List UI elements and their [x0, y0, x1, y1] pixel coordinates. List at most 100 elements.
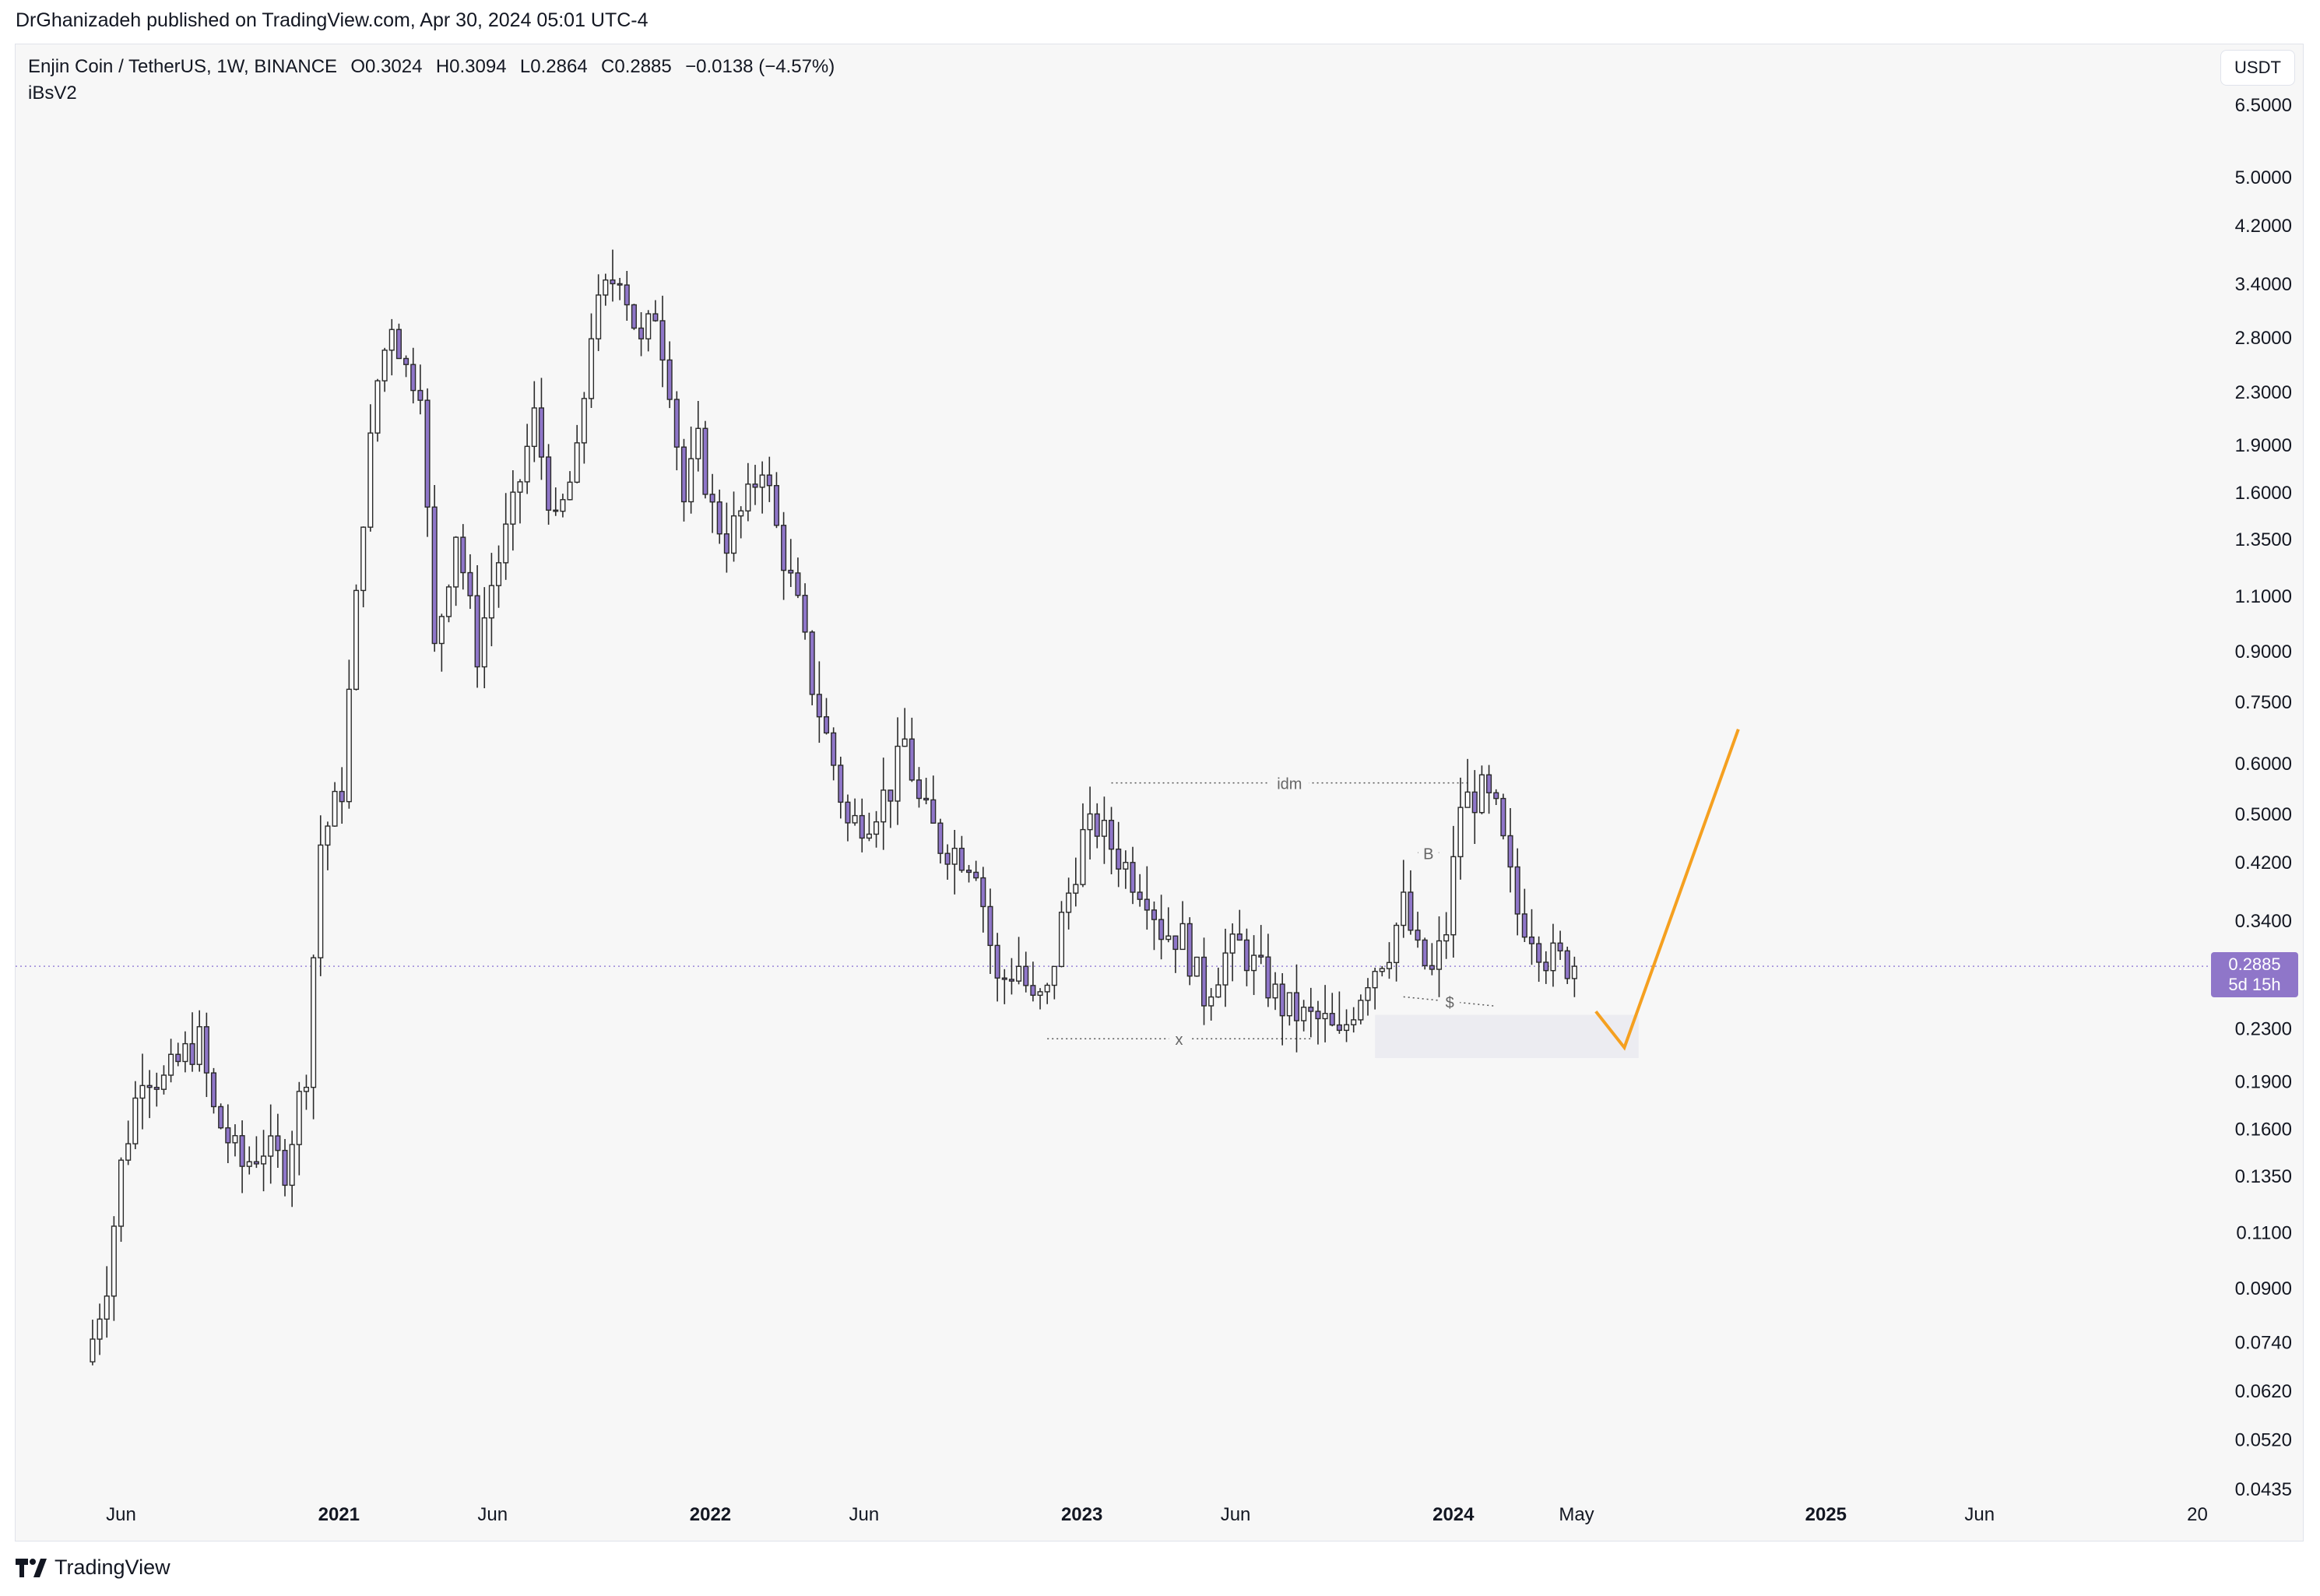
- candle: [1279, 973, 1285, 1046]
- candle: [210, 1067, 217, 1114]
- candle-body: [1016, 965, 1022, 982]
- candle-body: [781, 525, 787, 571]
- candle: [1571, 956, 1577, 997]
- candle-body: [816, 694, 822, 718]
- y-tick-label: 0.3400: [2235, 911, 2292, 932]
- candle-body: [488, 585, 494, 619]
- candle-body: [617, 283, 623, 286]
- candle-body: [1215, 984, 1222, 998]
- candle-body: [1109, 820, 1115, 850]
- candle: [987, 888, 993, 974]
- candle-body: [132, 1097, 139, 1144]
- candle-body: [189, 1042, 195, 1065]
- candle: [560, 494, 566, 518]
- candle: [1443, 912, 1450, 959]
- indicator-name[interactable]: iBsV2: [28, 83, 77, 104]
- candle-body: [246, 1161, 252, 1167]
- candle: [268, 1104, 274, 1184]
- candle: [1528, 909, 1535, 965]
- y-tick-label: 1.3500: [2235, 529, 2292, 550]
- candle-body: [1408, 891, 1414, 931]
- candle-body: [1500, 797, 1506, 837]
- candle-body: [395, 329, 402, 360]
- candle-body: [438, 616, 445, 645]
- candle: [438, 613, 445, 672]
- candle-body: [645, 313, 652, 339]
- candle: [139, 1053, 146, 1130]
- candle-body: [809, 631, 815, 695]
- candle: [795, 557, 801, 599]
- candle: [1080, 803, 1086, 888]
- candle: [1066, 877, 1072, 930]
- currency-button[interactable]: USDT: [2220, 50, 2295, 86]
- candle: [218, 1103, 224, 1130]
- candle: [232, 1124, 238, 1157]
- candle-body: [410, 364, 417, 392]
- candle-body: [666, 359, 673, 400]
- candle-body: [403, 357, 410, 365]
- candle: [253, 1136, 259, 1169]
- candle-body: [1528, 936, 1535, 944]
- candle-body: [104, 1295, 110, 1320]
- candle-body: [225, 1127, 231, 1144]
- candle-body: [1415, 930, 1421, 941]
- candle: [574, 424, 580, 483]
- candle: [1094, 803, 1100, 849]
- candle: [1087, 786, 1093, 860]
- candle-body: [766, 474, 772, 487]
- annotation-label-bg: [1169, 1030, 1190, 1048]
- candle: [1286, 992, 1292, 1026]
- candle-body: [1329, 1013, 1335, 1026]
- candle: [588, 313, 595, 408]
- candle-body: [1272, 983, 1278, 999]
- candle-body: [1493, 792, 1499, 800]
- candle-body: [139, 1085, 146, 1099]
- y-tick-label: 1.1000: [2235, 586, 2292, 607]
- candle-body: [1058, 912, 1065, 968]
- candle-body: [232, 1135, 238, 1144]
- candle: [773, 472, 779, 529]
- y-tick-label: 4.2000: [2235, 216, 2292, 237]
- symbol-name[interactable]: Enjin Coin / TetherUS, 1W, BINANCE: [28, 56, 338, 77]
- candle-body: [610, 279, 616, 285]
- candle: [1030, 961, 1036, 1002]
- candle-body: [1144, 898, 1150, 911]
- candle: [1023, 951, 1029, 993]
- candle: [1386, 942, 1392, 979]
- candle: [958, 835, 965, 873]
- candle: [680, 438, 687, 522]
- candle-body: [125, 1143, 132, 1161]
- candle-body: [1030, 985, 1036, 997]
- candle: [788, 539, 794, 587]
- candle-body: [930, 799, 937, 824]
- candle: [367, 404, 374, 532]
- annotation-label-bg: [1418, 844, 1439, 862]
- candle: [802, 583, 808, 640]
- candle: [339, 767, 345, 824]
- candle-body: [1478, 774, 1485, 814]
- candle: [1208, 988, 1214, 1021]
- candle: [759, 461, 765, 514]
- annotation-label: B: [1423, 845, 1433, 863]
- candle: [546, 444, 552, 525]
- candle-body: [388, 329, 395, 351]
- candle: [1179, 901, 1186, 951]
- candle-body: [680, 446, 687, 503]
- chart-pane[interactable]: [15, 44, 2304, 1542]
- candle: [752, 465, 758, 505]
- candle-body: [895, 745, 901, 802]
- candle-body: [97, 1318, 103, 1340]
- candle-body: [1037, 991, 1043, 997]
- y-tick-label: 0.0520: [2235, 1430, 2292, 1451]
- candle: [1265, 933, 1271, 1007]
- candle: [895, 717, 901, 825]
- candle-body: [624, 284, 630, 306]
- candle: [445, 584, 452, 623]
- candle: [944, 844, 951, 880]
- candle-body: [332, 790, 338, 827]
- tradingview-footer[interactable]: TradingView: [16, 1556, 170, 1580]
- candle: [1116, 821, 1122, 888]
- candle: [1329, 993, 1335, 1027]
- candle: [388, 318, 395, 376]
